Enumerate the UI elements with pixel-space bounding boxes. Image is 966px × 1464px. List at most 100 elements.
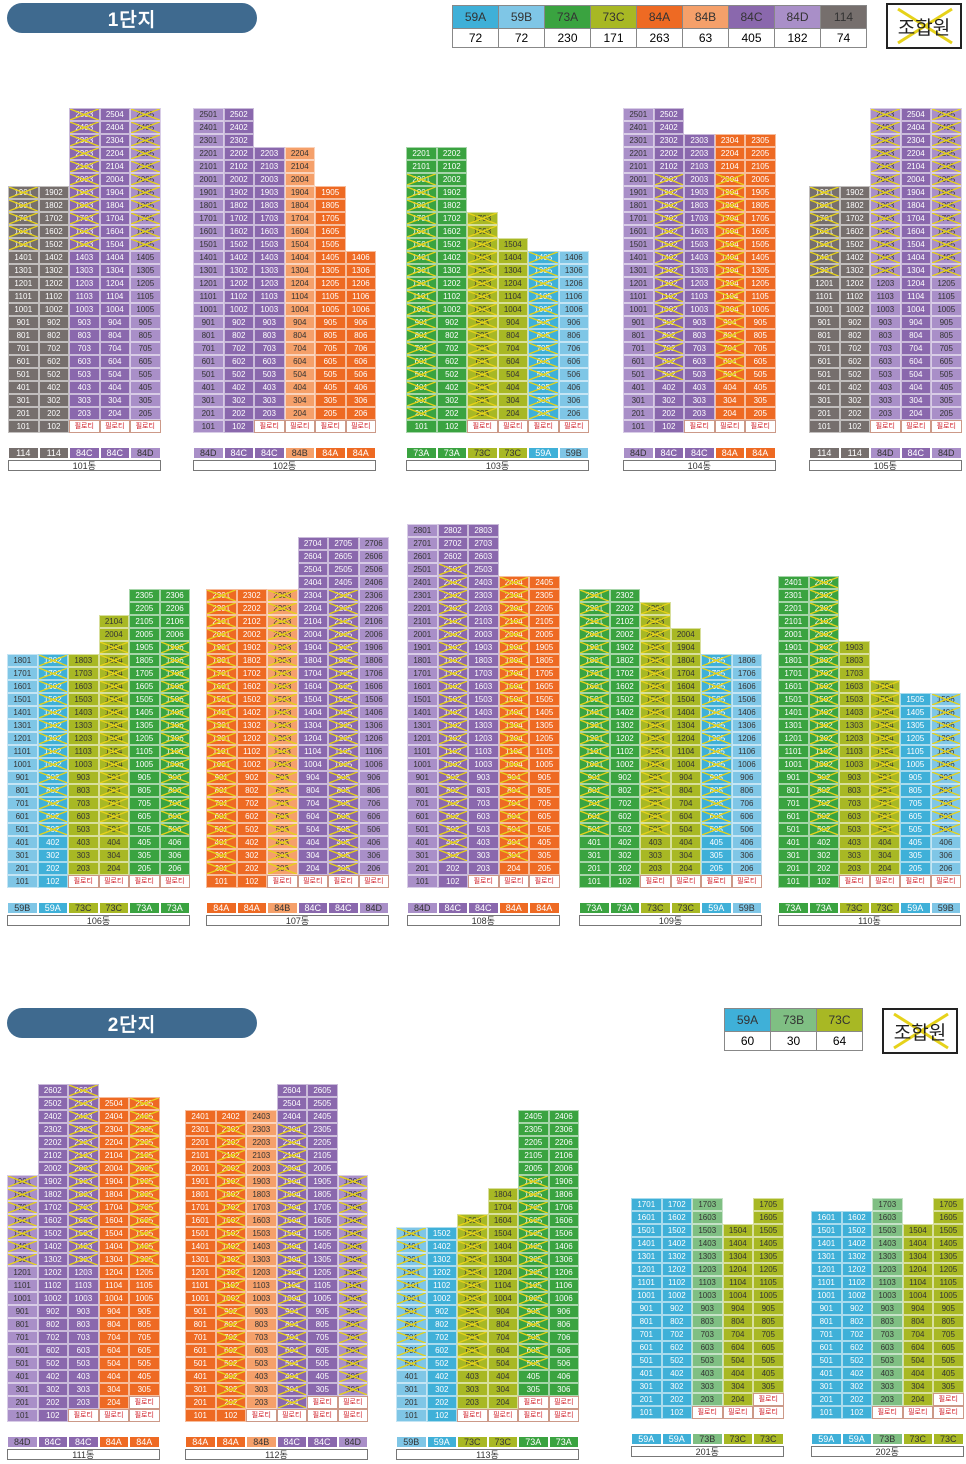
unit-cell: 1604 (98, 1214, 129, 1227)
unit-cell: 203 (267, 862, 298, 875)
unit-cell: 1104 (498, 745, 529, 758)
legend-type-73C: 73C (590, 5, 637, 29)
unit-cell: 1801 (407, 654, 438, 667)
unit-cell: 101 (185, 1409, 216, 1422)
unit-cell: 1501 (809, 238, 840, 251)
unit-cell: 504 (98, 1357, 129, 1370)
unit-cell: 1201 (185, 1266, 216, 1279)
unit-cell: 1601 (579, 680, 610, 693)
unit-cell: 2406 (548, 1110, 579, 1123)
unit-cell: 303 (246, 1383, 277, 1396)
unit-cell: 1105 (328, 745, 359, 758)
unit-cell: 2103 (254, 160, 285, 173)
unit-cell: 806 (345, 329, 376, 342)
unit-cell: 1703 (68, 1201, 99, 1214)
unit-cell: 2304 (498, 589, 529, 602)
unit-cell: 1601 (407, 680, 438, 693)
unit-cell: 1701 (406, 212, 437, 225)
unit-cell: 1805 (307, 1188, 338, 1201)
cross-mark-icon (277, 1189, 306, 1200)
cross-mark-icon (268, 863, 297, 874)
cross-mark-icon (641, 629, 670, 640)
unit-cell: 2504 (297, 563, 328, 576)
unit-cell: 802 (653, 329, 684, 342)
unit-cell: 304 (670, 849, 701, 862)
unit-cell: 1205 (701, 732, 732, 745)
unit-cell: 301 (185, 1383, 216, 1396)
unit-cell: 1304 (900, 264, 931, 277)
unit-cell: 2204 (98, 1136, 129, 1149)
unit-cell: 1901 (185, 1175, 216, 1188)
unit-cell: 606 (159, 810, 190, 823)
unit-cell: 2104 (99, 160, 130, 173)
unit-cell: 1805 (518, 1188, 549, 1201)
unit-type-tag: 73C (487, 1436, 518, 1448)
cross-mark-icon (654, 369, 683, 380)
unit-cell: 2102 (437, 615, 468, 628)
cross-mark-icon (871, 239, 900, 250)
unit-cell: 1305 (307, 1253, 338, 1266)
unit-cell: 902 (38, 316, 69, 329)
unit-cell: 2605 (328, 550, 359, 563)
unit-cell: 2105 (130, 160, 161, 173)
cross-mark-icon (702, 772, 731, 783)
unit-cell: 1006 (159, 758, 190, 771)
cross-mark-icon (69, 1189, 98, 1200)
unit-cell: 101 (407, 875, 438, 888)
unit-cell: 1402 (661, 1237, 692, 1250)
unit-cell: 502 (839, 368, 870, 381)
cross-mark-icon (702, 707, 731, 718)
cross-mark-icon (338, 1345, 367, 1356)
unit-cell: 1104 (497, 290, 528, 303)
unit-cell: 603 (684, 355, 715, 368)
unit-cell: 1603 (839, 680, 870, 693)
unit-cell: 602 (426, 1344, 457, 1357)
unit-cell: 702 (808, 797, 839, 810)
unit-cell: 605 (129, 1344, 160, 1357)
unit-cell: 필로티 (468, 875, 499, 888)
cross-mark-icon (809, 798, 838, 809)
unit-cell: 704 (297, 797, 328, 810)
unit-cell: 2302 (609, 589, 640, 602)
unit-cell: 1302 (436, 264, 467, 277)
unit-type-tag: 84A (745, 447, 776, 459)
cross-mark-icon (69, 1241, 98, 1252)
cross-mark-icon (99, 824, 128, 835)
unit-cell: 1503 (69, 238, 100, 251)
unit-cell: 2301 (193, 134, 224, 147)
cross-mark-icon (277, 1215, 306, 1226)
cross-mark-icon (38, 824, 67, 835)
unit-cell: 1306 (358, 719, 389, 732)
cross-mark-icon (207, 746, 236, 757)
unit-cell: 1805 (328, 654, 359, 667)
unit-cell: 2101 (407, 615, 438, 628)
unit-type-tag: 73A (159, 902, 190, 914)
cross-mark-icon (715, 213, 744, 224)
unit-cell: 904 (99, 316, 130, 329)
unit-cell: 1202 (426, 1266, 457, 1279)
unit-cell: 1603 (457, 1214, 488, 1227)
unit-cell: 2106 (159, 615, 190, 628)
unit-cell: 902 (437, 771, 468, 784)
cross-mark-icon (338, 1319, 367, 1330)
unit-cell: 1903 (839, 641, 870, 654)
unit-cell: 2204 (900, 147, 931, 160)
unit-cell: 404 (98, 1370, 129, 1383)
unit-cell: 1105 (701, 745, 732, 758)
unit-cell: 필로티 (745, 420, 776, 433)
cross-mark-icon (529, 382, 558, 393)
cross-mark-icon (160, 642, 189, 653)
unit-cell: 404 (670, 836, 701, 849)
legend-count-84A: 263 (636, 28, 683, 48)
unit-cell: 1004 (98, 758, 129, 771)
unit-cell: 필로티 (328, 875, 359, 888)
unit-cell: 1102 (841, 1276, 872, 1289)
unit-cell: 1803 (246, 1188, 277, 1201)
cross-mark-icon (160, 668, 189, 679)
unit-cell: 2505 (931, 108, 962, 121)
unit-cell: 2005 (518, 1162, 549, 1175)
unit-cell: 1605 (933, 1211, 964, 1224)
unit-type-tag: 73A (579, 902, 610, 914)
unit-cell: 505 (701, 823, 732, 836)
unit-cell: 2103 (640, 615, 671, 628)
